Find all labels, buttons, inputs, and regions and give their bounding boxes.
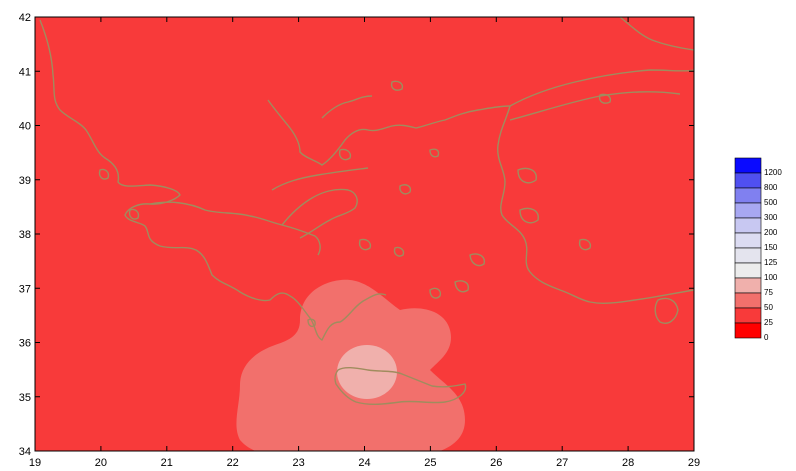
legend-label: 100 [764,273,778,282]
legend-swatch [734,217,762,234]
y-tick-label: 41 [19,66,31,78]
legend-swatch [734,277,762,294]
x-tick-label: 25 [424,457,436,469]
legend-label: 75 [764,288,773,297]
x-tick-label: 20 [95,457,107,469]
y-tick-label: 34 [19,446,31,458]
x-tick-label: 29 [688,457,700,469]
legend-swatch [734,292,762,309]
axes: 19 20 21 22 23 24 25 26 27 28 29 34 35 36 37 38 39 40 41 42 [19,12,700,469]
y-tick-label: 35 [19,392,31,404]
x-tick-label: 19 [29,457,41,469]
y-tick-label: 40 [19,121,31,133]
legend-swatch [734,322,762,339]
legend-label: 150 [764,243,778,252]
y-tick-label: 39 [19,175,31,187]
coastline [39,17,694,405]
y-tick-label: 37 [19,283,31,295]
x-tick-label: 26 [490,457,502,469]
legend-label: 300 [764,213,778,222]
zone-inner-75-100 [337,345,397,399]
legend-swatch [734,172,762,189]
y-tick-label: 38 [19,229,31,241]
legend-swatch [734,262,762,279]
legend: 1200 800 500 300 200 150 125 100 75 50 25 0 [734,157,782,342]
legend-label: 25 [764,318,773,327]
x-tick-label: 23 [292,457,304,469]
legend-swatch [734,307,762,324]
legend-swatch [734,247,762,264]
x-tick-label: 21 [161,457,173,469]
y-tick-label: 42 [19,12,31,24]
legend-label: 800 [764,183,778,192]
legend-swatch [734,202,762,219]
x-tick-label: 24 [358,457,370,469]
legend-label: 125 [764,258,778,267]
legend-label: 50 [764,303,773,312]
legend-label: 500 [764,198,778,207]
legend-swatch [734,232,762,249]
legend-label: 200 [764,228,778,237]
x-tick-label: 28 [622,457,634,469]
legend-label: 0 [764,333,769,342]
legend-swatch [734,187,762,204]
y-tick-label: 36 [19,338,31,350]
x-tick-label: 22 [227,457,239,469]
legend-swatch [734,157,762,174]
x-tick-label: 27 [556,457,568,469]
legend-label: 1200 [764,168,782,177]
